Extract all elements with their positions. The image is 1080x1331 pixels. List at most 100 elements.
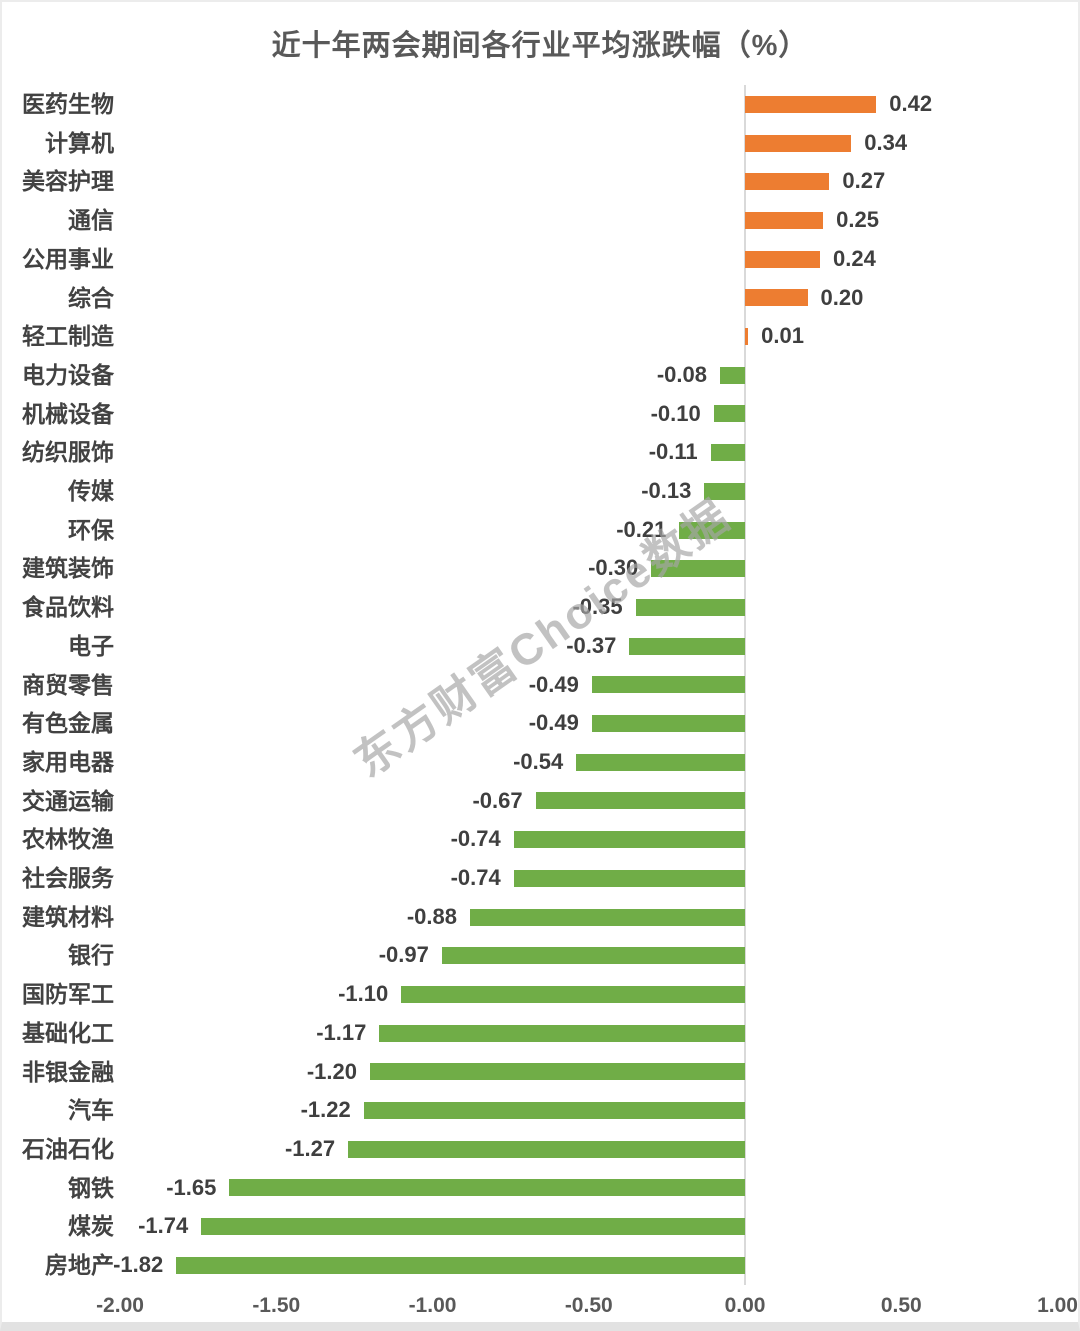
category-label: 美容护理 [22, 168, 114, 195]
value-label: -0.74 [450, 865, 501, 890]
category-label: 国防军工 [22, 981, 114, 1008]
category-label: 非银金融 [22, 1058, 114, 1085]
category-label: 电子 [68, 632, 114, 659]
chart-bar [704, 482, 745, 500]
x-axis-tick-label: -1.00 [408, 1294, 457, 1317]
chart-bar [229, 1179, 745, 1197]
value-label: -0.67 [472, 787, 523, 813]
value-label: -0.11 [648, 439, 698, 465]
value-label: -0.49 [528, 671, 579, 697]
value-label: -0.35 [572, 594, 623, 620]
chart-bar [745, 173, 830, 191]
value-label: -0.49 [528, 710, 579, 736]
chart-bar [176, 1256, 745, 1274]
category-label: 环保 [68, 516, 114, 543]
value-label: -1.27 [284, 1135, 336, 1161]
chart-bar [370, 1063, 745, 1081]
chart-bar [379, 1024, 745, 1042]
chart-bar [745, 289, 808, 307]
value-label: -0.08 [656, 361, 707, 387]
zero-axis-line [744, 85, 746, 1285]
value-label: -1.10 [338, 981, 389, 1007]
category-label: 煤炭 [68, 1213, 114, 1240]
value-label: -0.10 [650, 400, 701, 426]
chart-bar [576, 753, 745, 771]
x-axis-tick-label: -2.00 [96, 1294, 144, 1317]
value-label: 0.25 [836, 207, 879, 233]
category-label: 机械设备 [22, 400, 114, 427]
chart-bar [745, 95, 877, 113]
category-label: 交通运输 [22, 787, 114, 814]
category-label: 医药生物 [22, 91, 114, 117]
chart-bar [629, 637, 745, 655]
category-label: 计算机 [45, 129, 114, 156]
value-label: 0.42 [889, 91, 933, 116]
value-label: -0.37 [566, 632, 617, 658]
value-label: -1.82 [113, 1252, 164, 1277]
category-label: 汽车 [68, 1097, 114, 1124]
value-label: 0.24 [833, 245, 876, 271]
x-axis-tick-label: 0.50 [880, 1294, 922, 1317]
category-label: 农林牧渔 [22, 826, 114, 853]
chart-bar [710, 444, 745, 462]
value-label: -1.65 [166, 1174, 217, 1200]
category-label: 房地产 [45, 1252, 114, 1278]
x-axis-tick-label: 1.00 [1037, 1294, 1078, 1317]
value-label: 0.01 [761, 323, 804, 349]
category-label: 基础化工 [22, 1019, 114, 1046]
category-label: 公用事业 [22, 245, 114, 272]
value-label: -0.54 [513, 748, 564, 774]
chart-bar [348, 1140, 745, 1158]
chart-bar [745, 328, 749, 346]
category-label: 建筑材料 [22, 903, 114, 930]
category-label: 银行 [68, 942, 114, 969]
category-label: 电力设备 [22, 361, 114, 388]
chart-bar [513, 831, 745, 849]
chart-bar [513, 869, 745, 887]
chart-bar [745, 134, 852, 152]
category-label: 家用电器 [22, 748, 114, 775]
chart-bar [591, 715, 745, 733]
value-label: 0.34 [864, 129, 908, 155]
value-label: -1.22 [300, 1097, 351, 1123]
chart-bar [720, 366, 745, 384]
value-label: -1.20 [306, 1058, 357, 1084]
x-axis-tick-label: -0.50 [564, 1294, 613, 1317]
category-label: 商贸零售 [22, 671, 114, 698]
value-label: -0.13 [641, 478, 692, 503]
x-axis-tick-label: 0.00 [724, 1294, 766, 1317]
chart-bar [401, 985, 745, 1003]
chart-bar [591, 676, 745, 694]
chart-bar [535, 792, 745, 810]
chart-bar [201, 1218, 745, 1236]
value-label: -1.74 [138, 1213, 189, 1239]
value-label: -0.74 [450, 826, 501, 852]
chart-bar [713, 405, 745, 423]
category-label: 传媒 [68, 478, 114, 504]
value-label: -0.21 [616, 516, 667, 542]
category-label: 食品饮料 [22, 594, 114, 621]
category-label: 社会服务 [22, 865, 114, 891]
category-label: 通信 [68, 207, 114, 234]
category-label: 综合 [68, 284, 114, 311]
chart-bar [363, 1102, 745, 1120]
x-axis-tick-label: -1.50 [252, 1294, 301, 1317]
category-label: 纺织服饰 [22, 439, 114, 466]
category-label: 建筑装饰 [22, 555, 114, 582]
value-label: -1.17 [316, 1019, 367, 1045]
chart-bar [635, 598, 745, 616]
chart-bar [470, 908, 745, 926]
value-label: -0.97 [378, 942, 429, 968]
category-label: 钢铁 [68, 1174, 114, 1201]
chart-bar [745, 250, 820, 268]
category-label: 石油石化 [22, 1135, 114, 1162]
chart-bar [745, 211, 824, 229]
chart-bar [651, 560, 745, 578]
category-label: 有色金属 [22, 710, 114, 737]
chart-title: 近十年两会期间各行业平均涨跌幅（%） [271, 30, 809, 62]
value-label: -0.30 [588, 555, 639, 581]
category-label: 轻工制造 [22, 323, 114, 350]
value-label: 0.20 [820, 284, 864, 310]
value-label: -0.88 [406, 903, 457, 929]
